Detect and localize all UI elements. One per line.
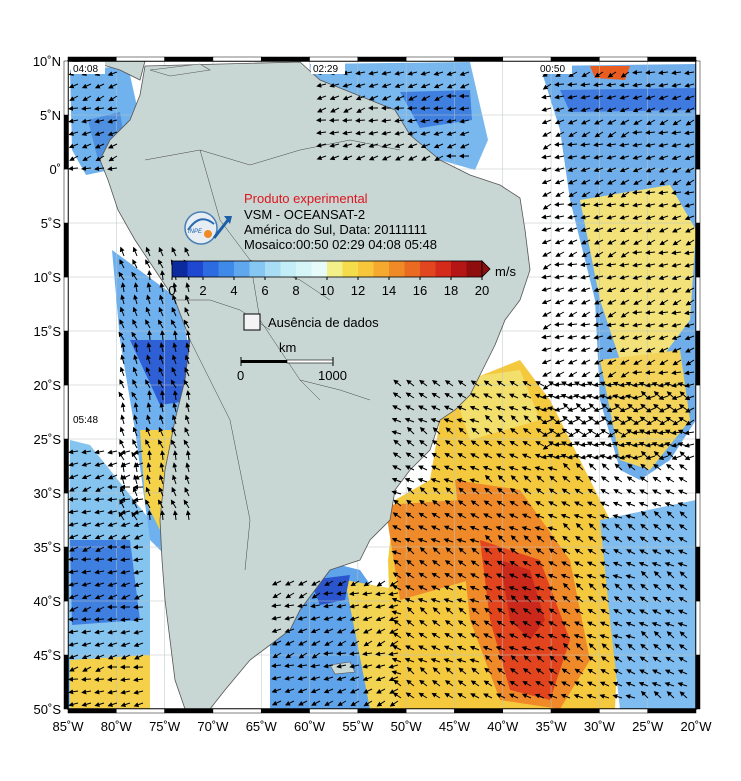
lat-label: 35˚S <box>34 540 62 555</box>
colorbar-arrow <box>481 260 491 278</box>
lon-label: 35˚W <box>536 719 568 734</box>
lat-label: 10˚N <box>33 54 61 69</box>
colorbar-tick-label: 0 <box>168 283 175 298</box>
lat-label: 45˚S <box>34 648 62 663</box>
lon-label: 50˚W <box>391 719 423 734</box>
lat-label: 50˚S <box>34 702 62 717</box>
colorbar-tick-label: 4 <box>230 283 237 298</box>
colorbar-unit: m/s <box>495 264 516 279</box>
colorbar-ticks: 0 2 4 6 8 10 12 14 16 18 20 <box>168 277 489 298</box>
pass-time-3: 00:50 <box>540 64 565 75</box>
pass-time-2: 02:29 <box>313 64 338 75</box>
colorbar-tick-label: 10 <box>320 283 334 298</box>
svg-text:INPE: INPE <box>188 229 203 235</box>
satellite-line: VSM - OCEANSAT-2 <box>244 207 365 222</box>
lat-label: 30˚S <box>34 486 62 501</box>
pass-time-box <box>538 62 572 74</box>
product-title: Produto experimental <box>244 191 368 206</box>
lon-label: 85˚W <box>52 719 84 734</box>
date-line: América do Sul, Data: 20111111 <box>244 222 427 237</box>
colorbar-tick-label: 20 <box>475 283 489 298</box>
lat-label: 10˚S <box>34 270 62 285</box>
lon-label: 80˚W <box>101 719 133 734</box>
latitude-labels: 10˚N 5˚N 0˚ 5˚S 10˚S 15˚S 20˚S 25˚S 30˚S 35˚S 40˚S… <box>33 54 62 717</box>
country-borders <box>144 139 401 571</box>
no-data-label: Ausência de dados <box>268 315 379 330</box>
colorbar-tick-label: 8 <box>292 283 299 298</box>
lat-label: 20˚S <box>34 378 62 393</box>
lon-label: 20˚W <box>680 719 712 734</box>
lon-label: 75˚W <box>149 719 181 734</box>
colorbar-tick-label: 14 <box>382 283 396 298</box>
colorbar <box>171 260 483 278</box>
wind-vectors <box>68 69 695 708</box>
colorbar-tick-label: 18 <box>444 283 458 298</box>
lat-label: 5˚N <box>40 108 61 123</box>
colorbar-tick-label: 16 <box>413 283 427 298</box>
inpe-logo: INPE <box>184 211 232 245</box>
scale-min: 0 <box>237 368 244 383</box>
lon-label: 65˚W <box>246 719 278 734</box>
scale-unit: km <box>279 340 296 355</box>
pass-time-4: 05:48 <box>73 415 98 426</box>
colorbar-tick-label: 12 <box>351 283 365 298</box>
lat-label: 15˚S <box>34 324 62 339</box>
lon-label: 60˚W <box>294 719 326 734</box>
scale-bar <box>240 357 334 366</box>
map-frame <box>63 56 701 714</box>
colorbar-tick-label: 2 <box>199 283 206 298</box>
lon-label: 45˚W <box>439 719 471 734</box>
pass-time-1: 04:08 <box>73 64 98 75</box>
scale-max: 1000 <box>318 368 347 383</box>
lat-label: 40˚S <box>34 594 62 609</box>
lon-label: 30˚W <box>584 719 616 734</box>
pass-time-box <box>71 413 105 425</box>
lon-label: 25˚W <box>632 719 664 734</box>
pass-time-box <box>311 62 345 74</box>
mosaic-line: Mosaico:00:50 02:29 04:08 05:48 <box>244 237 437 252</box>
longitude-labels: 85˚W 80˚W 75˚W 70˚W 65˚W 60˚W 55˚W 50˚W 45˚W 40˚W… <box>52 719 712 734</box>
pass-time-box <box>71 62 105 74</box>
lat-label: 0˚ <box>49 162 61 177</box>
lon-label: 40˚W <box>487 719 519 734</box>
lon-label: 55˚W <box>342 719 374 734</box>
colorbar-tick-label: 6 <box>261 283 268 298</box>
lon-label: 70˚W <box>197 719 229 734</box>
lat-label: 25˚S <box>34 432 62 447</box>
no-data-swatch <box>243 313 261 331</box>
lat-label: 5˚S <box>41 216 62 231</box>
caribbean-islands <box>149 63 211 77</box>
